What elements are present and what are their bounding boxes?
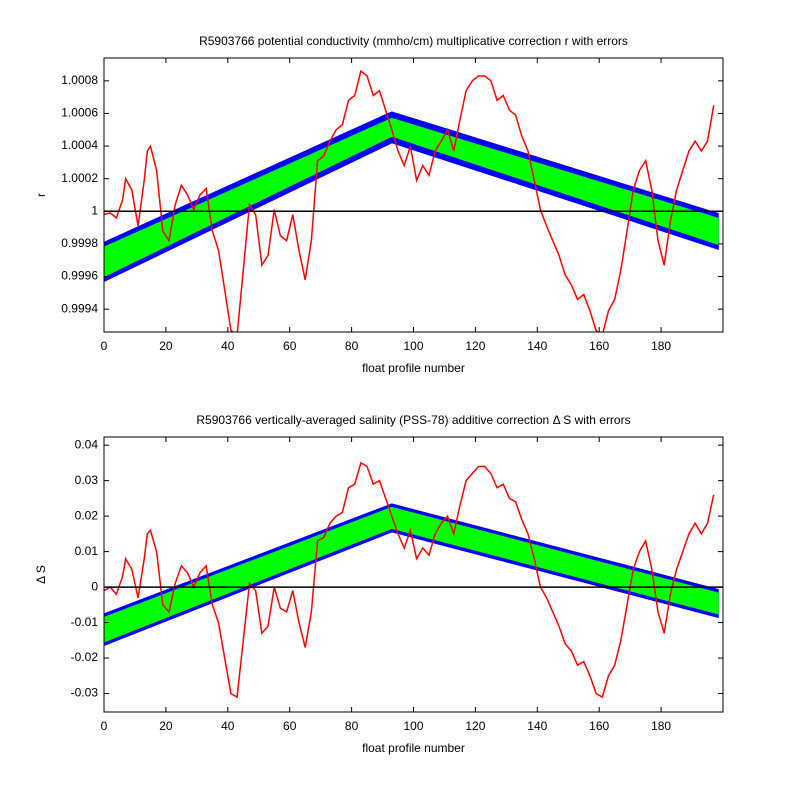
y-tick-label: 1.0004 — [61, 138, 98, 152]
x-tick-label: 80 — [345, 339, 359, 353]
x-tick-label: 60 — [283, 339, 297, 353]
x-tick-label: 40 — [221, 339, 235, 353]
y-tick-label: 1 — [91, 203, 98, 217]
x-tick-label: 120 — [465, 719, 485, 733]
y-tick-label: 0.03 — [75, 473, 99, 487]
y-axis-label: r — [34, 193, 48, 197]
y-tick-label: -0.03 — [71, 686, 99, 700]
y-tick-label: 1.0008 — [61, 73, 98, 87]
y-tick-label: 0 — [91, 579, 98, 593]
chart-title: R5903766 vertically-averaged salinity (P… — [196, 413, 630, 427]
x-tick-label: 0 — [101, 719, 108, 733]
x-axis-label: float profile number — [362, 361, 465, 375]
x-tick-label: 20 — [159, 719, 173, 733]
plot-content — [104, 69, 723, 332]
x-tick-label: 40 — [221, 719, 235, 733]
x-tick-label: 180 — [651, 339, 671, 353]
x-tick-label: 160 — [589, 339, 609, 353]
chart-title: R5903766 potential conductivity (mmho/cm… — [199, 34, 628, 48]
y-tick-label: 0.9996 — [61, 269, 98, 283]
y-tick-label: 1.0006 — [61, 106, 98, 120]
x-axis-label: float profile number — [362, 741, 465, 755]
y-tick-label: 0.04 — [75, 437, 99, 451]
x-tick-label: 140 — [527, 719, 547, 733]
y-tick-label: -0.01 — [71, 615, 99, 629]
axes: 0 20 40 60 80 100 120 140 160 180 0.9994 0.9996 0.99… — [34, 34, 724, 375]
y-tick-label: 0.01 — [75, 544, 99, 558]
x-tick-label: 100 — [403, 339, 423, 353]
error-band — [104, 117, 719, 278]
error-band — [104, 506, 719, 643]
plot-content — [104, 461, 723, 699]
x-tick-label: 0 — [101, 339, 108, 353]
x-tick-label: 180 — [651, 719, 671, 733]
axes: 0 20 40 60 80 100 120 140 160 180 -0.03 -0.02 -0.01 0… — [34, 413, 724, 755]
y-tick-label: 0.9998 — [61, 236, 98, 250]
data-line — [104, 461, 715, 699]
x-tick-label: 120 — [465, 339, 485, 353]
x-tick-label: 60 — [283, 719, 297, 733]
data-line — [104, 69, 715, 332]
x-tick-label: 140 — [527, 339, 547, 353]
x-tick-label: 160 — [589, 719, 609, 733]
x-tick-label: 80 — [345, 719, 359, 733]
x-tick-label: 100 — [403, 719, 423, 733]
y-axis-label: Δ S — [34, 565, 48, 584]
y-tick-label: 0.9994 — [61, 301, 98, 315]
y-tick-label: 1.0002 — [61, 171, 98, 185]
y-tick-label: -0.02 — [71, 650, 99, 664]
x-tick-label: 20 — [159, 339, 173, 353]
y-tick-label: 0.02 — [75, 508, 99, 522]
